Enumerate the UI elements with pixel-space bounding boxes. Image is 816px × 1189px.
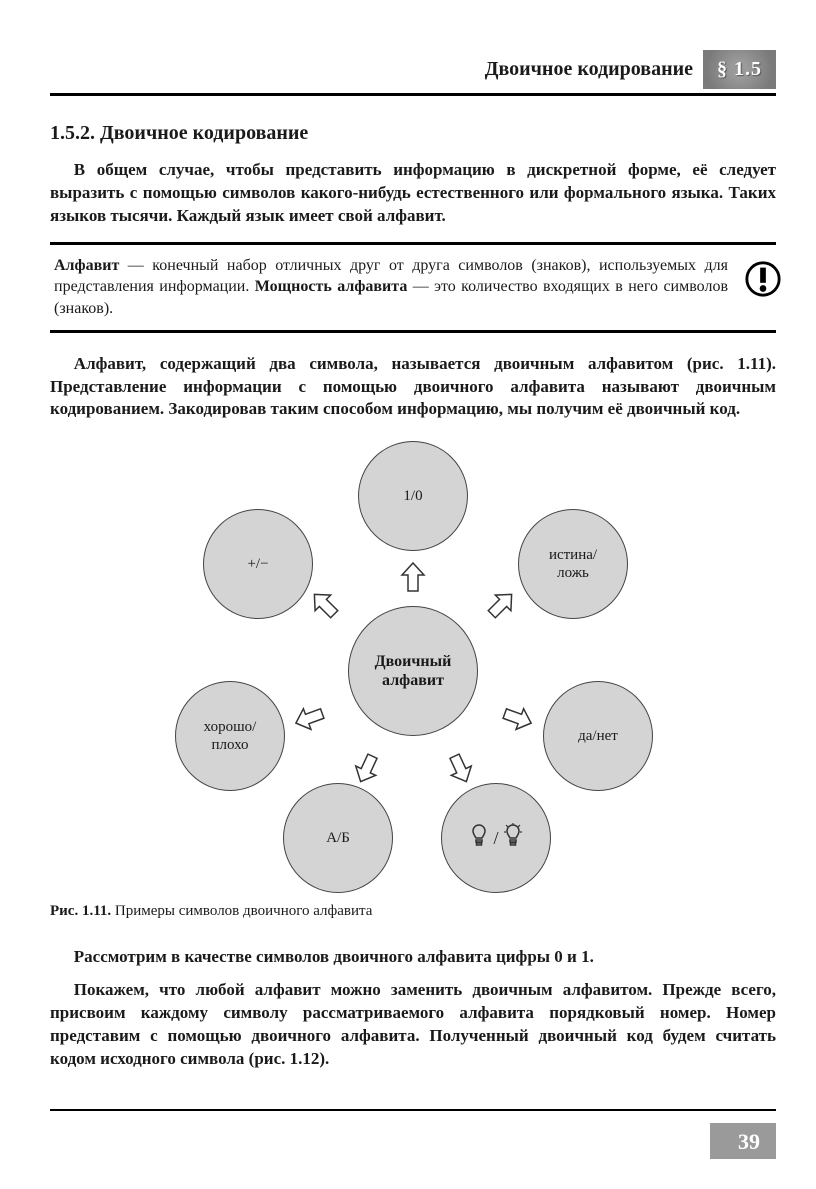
- diagram-node-true-false: истина/ ложь: [518, 509, 628, 619]
- intro-paragraph: В общем случае, чтобы представить информ…: [50, 159, 776, 228]
- binary-paragraph: Алфавит, содержащий два символа, называе…: [50, 353, 776, 422]
- diagram-node-bulbs: /: [441, 783, 551, 893]
- subheading: 1.5.2. Двоичное кодирование: [50, 122, 776, 145]
- arrow-se-icon: [437, 746, 482, 791]
- def-term-2: Мощность алфавита: [255, 278, 408, 295]
- arrow-w-icon: [288, 697, 332, 741]
- attention-icon: [744, 260, 782, 298]
- bulb-on-icon: [502, 823, 524, 854]
- diagram-node-good-bad: хорошо/ плохо: [175, 681, 285, 791]
- arrow-e-icon: [495, 697, 539, 741]
- page-number: 39: [710, 1123, 776, 1159]
- diagram: Двоичный алфавит 1/0 истина/ ложь да/нет…: [50, 431, 776, 891]
- bulb-slash: /: [493, 828, 498, 850]
- bottom-rule: [50, 1109, 776, 1111]
- arrow-up-icon: [396, 561, 430, 595]
- page-header: Двоичное кодирование § 1.5: [50, 50, 776, 96]
- arrow-nw-icon: [301, 581, 349, 629]
- para-4: Покажем, что любой алфавит можно заменит…: [50, 979, 776, 1071]
- definition-box: Алфавит — конечный набор отличных друг о…: [50, 242, 776, 333]
- para-3: Рассмотрим в качестве символов двоичного…: [50, 946, 776, 969]
- diagram-node-plus-minus: +/−: [203, 509, 313, 619]
- def-term-1: Алфавит: [54, 257, 119, 274]
- diagram-node-yes-no: да/нет: [543, 681, 653, 791]
- diagram-node-1-0: 1/0: [358, 441, 468, 551]
- bulb-off-icon: [468, 823, 490, 854]
- arrow-ne-icon: [477, 581, 525, 629]
- section-badge: § 1.5: [703, 50, 776, 89]
- header-title: Двоичное кодирование: [485, 58, 693, 81]
- diagram-node-a-b: А/Б: [283, 783, 393, 893]
- figure-caption: Рис. 1.11. Примеры символов двоичного ал…: [50, 903, 776, 920]
- diagram-center-node: Двоичный алфавит: [348, 606, 478, 736]
